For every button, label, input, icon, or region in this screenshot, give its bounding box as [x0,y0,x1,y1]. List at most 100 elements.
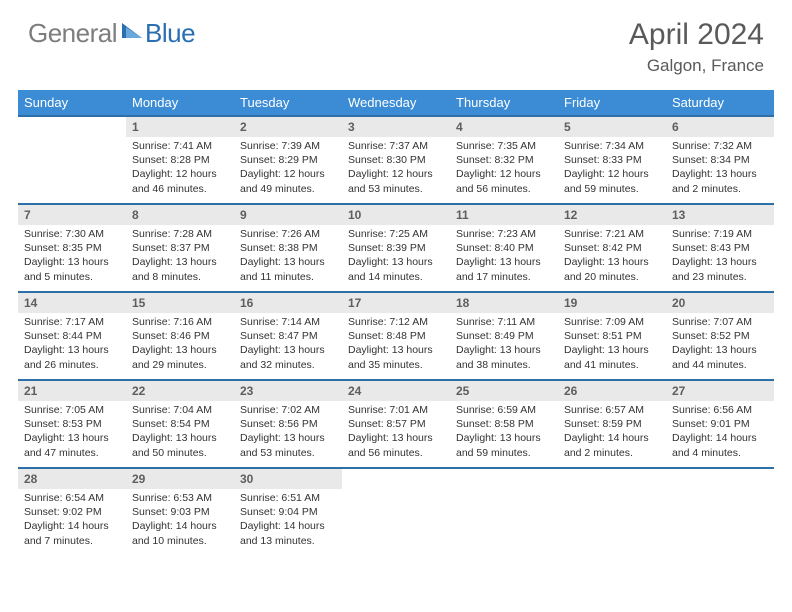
sunrise-line: Sunrise: 7:23 AM [456,227,552,241]
day-number: . [558,467,666,489]
daylight-line: Daylight: 12 hours and 49 minutes. [240,167,336,195]
calendar-cell: 11Sunrise: 7:23 AMSunset: 8:40 PMDayligh… [450,203,558,291]
sunset-line: Sunset: 8:37 PM [132,241,228,255]
sunrise-line: Sunrise: 7:04 AM [132,403,228,417]
sunset-line: Sunset: 9:02 PM [24,505,120,519]
sunrise-line: Sunrise: 7:12 AM [348,315,444,329]
daylight-line: Daylight: 12 hours and 56 minutes. [456,167,552,195]
calendar-cell: 2Sunrise: 7:39 AMSunset: 8:29 PMDaylight… [234,115,342,203]
sunset-line: Sunset: 8:33 PM [564,153,660,167]
day-of-week-row: Sunday Monday Tuesday Wednesday Thursday… [18,90,774,115]
day-number: 18 [450,291,558,313]
day-body: Sunrise: 7:25 AMSunset: 8:39 PMDaylight:… [342,225,450,288]
day-number: 23 [234,379,342,401]
day-body: Sunrise: 6:54 AMSunset: 9:02 PMDaylight:… [18,489,126,552]
sunrise-line: Sunrise: 7:17 AM [24,315,120,329]
day-number: 27 [666,379,774,401]
calendar-cell: . [18,115,126,203]
daylight-line: Daylight: 13 hours and 44 minutes. [672,343,768,371]
calendar-cell: . [342,467,450,555]
calendar-cell: . [450,467,558,555]
sunset-line: Sunset: 8:32 PM [456,153,552,167]
calendar-cell: 4Sunrise: 7:35 AMSunset: 8:32 PMDaylight… [450,115,558,203]
daylight-line: Daylight: 13 hours and 53 minutes. [240,431,336,459]
calendar-cell: 19Sunrise: 7:09 AMSunset: 8:51 PMDayligh… [558,291,666,379]
calendar-cell: 28Sunrise: 6:54 AMSunset: 9:02 PMDayligh… [18,467,126,555]
calendar-cell: 21Sunrise: 7:05 AMSunset: 8:53 PMDayligh… [18,379,126,467]
daylight-line: Daylight: 13 hours and 14 minutes. [348,255,444,283]
daylight-line: Daylight: 13 hours and 26 minutes. [24,343,120,371]
day-number: 30 [234,467,342,489]
sunrise-line: Sunrise: 7:01 AM [348,403,444,417]
sunrise-line: Sunrise: 7:11 AM [456,315,552,329]
sunrise-line: Sunrise: 7:16 AM [132,315,228,329]
sunrise-line: Sunrise: 7:39 AM [240,139,336,153]
calendar-cell: . [558,467,666,555]
logo-triangle-icon [121,20,143,47]
sunrise-line: Sunrise: 7:21 AM [564,227,660,241]
calendar-cell: 10Sunrise: 7:25 AMSunset: 8:39 PMDayligh… [342,203,450,291]
dow-wednesday: Wednesday [342,90,450,115]
day-body: Sunrise: 7:14 AMSunset: 8:47 PMDaylight:… [234,313,342,376]
day-body: Sunrise: 7:23 AMSunset: 8:40 PMDaylight:… [450,225,558,288]
day-body: Sunrise: 7:34 AMSunset: 8:33 PMDaylight:… [558,137,666,200]
day-number: 7 [18,203,126,225]
calendar-cell: 18Sunrise: 7:11 AMSunset: 8:49 PMDayligh… [450,291,558,379]
day-number: 6 [666,115,774,137]
daylight-line: Daylight: 13 hours and 47 minutes. [24,431,120,459]
sunset-line: Sunset: 8:38 PM [240,241,336,255]
logo-text-blue: Blue [145,18,195,49]
calendar-cell: 17Sunrise: 7:12 AMSunset: 8:48 PMDayligh… [342,291,450,379]
day-body: Sunrise: 7:19 AMSunset: 8:43 PMDaylight:… [666,225,774,288]
calendar-cell: 22Sunrise: 7:04 AMSunset: 8:54 PMDayligh… [126,379,234,467]
daylight-line: Daylight: 12 hours and 46 minutes. [132,167,228,195]
day-body: Sunrise: 7:11 AMSunset: 8:49 PMDaylight:… [450,313,558,376]
daylight-line: Daylight: 13 hours and 20 minutes. [564,255,660,283]
daylight-line: Daylight: 13 hours and 29 minutes. [132,343,228,371]
day-number: 5 [558,115,666,137]
logo-text-gray: General [28,18,117,49]
day-number: 4 [450,115,558,137]
sunrise-line: Sunrise: 7:32 AM [672,139,768,153]
daylight-line: Daylight: 13 hours and 59 minutes. [456,431,552,459]
location-subtitle: Galgon, France [629,56,764,76]
day-number: 9 [234,203,342,225]
sunrise-line: Sunrise: 6:51 AM [240,491,336,505]
sunset-line: Sunset: 8:57 PM [348,417,444,431]
day-body: Sunrise: 6:56 AMSunset: 9:01 PMDaylight:… [666,401,774,464]
sunset-line: Sunset: 8:54 PM [132,417,228,431]
sunset-line: Sunset: 8:49 PM [456,329,552,343]
day-body: Sunrise: 7:37 AMSunset: 8:30 PMDaylight:… [342,137,450,200]
day-body: Sunrise: 7:26 AMSunset: 8:38 PMDaylight:… [234,225,342,288]
dow-sunday: Sunday [18,90,126,115]
day-number: 11 [450,203,558,225]
day-number: . [342,467,450,489]
calendar-cell: 6Sunrise: 7:32 AMSunset: 8:34 PMDaylight… [666,115,774,203]
day-body: Sunrise: 7:39 AMSunset: 8:29 PMDaylight:… [234,137,342,200]
sunset-line: Sunset: 8:47 PM [240,329,336,343]
sunrise-line: Sunrise: 7:02 AM [240,403,336,417]
dow-monday: Monday [126,90,234,115]
sunrise-line: Sunrise: 7:26 AM [240,227,336,241]
daylight-line: Daylight: 13 hours and 2 minutes. [672,167,768,195]
sunset-line: Sunset: 8:48 PM [348,329,444,343]
sunset-line: Sunset: 9:01 PM [672,417,768,431]
day-number: 15 [126,291,234,313]
day-body: Sunrise: 7:02 AMSunset: 8:56 PMDaylight:… [234,401,342,464]
sunset-line: Sunset: 8:39 PM [348,241,444,255]
daylight-line: Daylight: 13 hours and 5 minutes. [24,255,120,283]
day-number: 21 [18,379,126,401]
daylight-line: Daylight: 14 hours and 10 minutes. [132,519,228,547]
logo: General Blue [28,18,195,49]
daylight-line: Daylight: 14 hours and 13 minutes. [240,519,336,547]
calendar-cell: 27Sunrise: 6:56 AMSunset: 9:01 PMDayligh… [666,379,774,467]
sunrise-line: Sunrise: 7:34 AM [564,139,660,153]
sunset-line: Sunset: 8:35 PM [24,241,120,255]
sunrise-line: Sunrise: 7:14 AM [240,315,336,329]
dow-tuesday: Tuesday [234,90,342,115]
sunset-line: Sunset: 8:52 PM [672,329,768,343]
sunset-line: Sunset: 8:56 PM [240,417,336,431]
day-body: Sunrise: 7:12 AMSunset: 8:48 PMDaylight:… [342,313,450,376]
day-number: 20 [666,291,774,313]
day-body: Sunrise: 7:30 AMSunset: 8:35 PMDaylight:… [18,225,126,288]
